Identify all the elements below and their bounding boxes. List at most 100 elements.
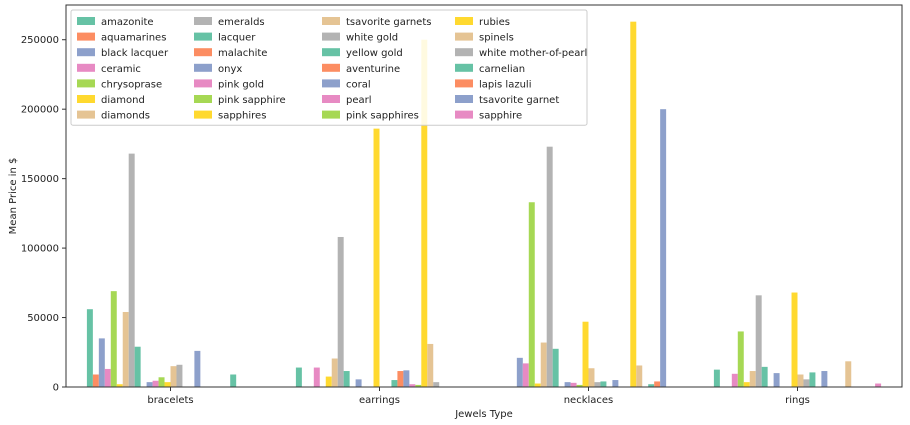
bar-rubies-necklaces xyxy=(630,21,637,387)
legend-label-white-gold: white gold xyxy=(346,33,398,44)
x-tick-label-earrings: earrings xyxy=(359,395,400,406)
bar-tsavorite-garnets-necklaces xyxy=(588,368,595,387)
legend-label-malachite: malachite xyxy=(218,48,267,59)
legend-swatch-black-lacquer xyxy=(77,48,95,57)
legend-swatch-pink-sapphire xyxy=(194,95,212,103)
legend-label-coral: coral xyxy=(346,79,371,90)
bar-chrysoprase-rings xyxy=(737,331,744,387)
bar-sapphires-rings xyxy=(791,292,798,387)
bar-coral-earrings xyxy=(403,370,410,387)
bar-white-mother-of-pearl-earrings xyxy=(433,382,440,387)
legend-label-tsavorite-garnets: tsavorite garnets xyxy=(346,17,431,28)
bar-spinels-rings xyxy=(845,361,852,387)
legend-label-onyx: onyx xyxy=(218,64,242,75)
y-tick-label: 200000 xyxy=(21,105,59,116)
bars-group xyxy=(86,21,882,388)
bar-aquamarines-bracelets xyxy=(92,374,99,387)
legend-label-sapphire: sapphire xyxy=(479,111,522,122)
x-axis-title: Jewels Type xyxy=(454,409,513,420)
y-tick-label: 150000 xyxy=(21,174,59,185)
x-tick-label-rings: rings xyxy=(785,395,810,406)
legend-swatch-chrysoprase xyxy=(77,79,95,88)
bar-emeralds-rings xyxy=(755,295,762,387)
bar-onyx-rings xyxy=(773,373,780,387)
bar-spinels-necklaces xyxy=(636,365,643,387)
legend-label-tsavorite-garnet: tsavorite garnet xyxy=(479,95,559,106)
bar-diamonds-earrings xyxy=(331,358,338,387)
legend-swatch-carnelian xyxy=(455,63,473,72)
legend-swatch-pink-gold xyxy=(194,79,212,88)
bar-aventurine-earrings xyxy=(397,371,404,387)
bar-diamond-bracelets xyxy=(116,384,123,387)
bar-onyx-earrings xyxy=(355,379,362,387)
legend-label-rubies: rubies xyxy=(479,17,510,28)
bar-ceramic-earrings xyxy=(313,367,320,387)
bar-lapis-lazuli-necklaces xyxy=(654,381,661,387)
y-axis: 0 50000 100000 150000 200000 250000 xyxy=(21,35,66,394)
bar-diamonds-rings xyxy=(749,371,756,387)
bar-tsavorite-garnets-rings xyxy=(797,374,804,387)
bar-rubies-earrings xyxy=(421,39,428,387)
legend-label-pearl: pearl xyxy=(346,95,372,106)
bar-lacquer-bracelets xyxy=(134,346,141,387)
bar-coral-rings xyxy=(821,371,828,387)
bar-ceramic-bracelets xyxy=(104,368,111,387)
bar-pink-sapphire-necklaces xyxy=(576,384,583,387)
y-tick-label: 50000 xyxy=(27,313,59,324)
legend-label-amazonite: amazonite xyxy=(101,17,154,28)
legend-swatch-white-mother-of-pearl xyxy=(455,48,473,57)
legend-swatch-spinels xyxy=(455,32,473,41)
bar-amazonite-earrings xyxy=(295,367,302,387)
legend-label-black-lacquer: black lacquer xyxy=(101,48,169,59)
bar-coral-necklaces xyxy=(612,380,619,387)
legend-label-yellow-gold: yellow gold xyxy=(346,48,403,59)
bar-lacquer-necklaces xyxy=(552,348,559,387)
legend-label-emeralds: emeralds xyxy=(218,17,265,28)
legend-swatch-tsavorite-garnet xyxy=(455,95,473,103)
legend-swatch-lacquer xyxy=(194,32,212,41)
bar-amazonite-rings xyxy=(713,369,720,387)
legend-swatch-malachite xyxy=(194,48,212,57)
legend-swatch-lapis-lazuli xyxy=(455,79,473,88)
legend-label-white-mother-of-pearl: white mother-of-pearl xyxy=(479,48,587,59)
bar-carnelian-necklaces xyxy=(648,384,655,387)
legend-swatch-sapphire xyxy=(455,110,473,119)
bar-chrysoprase-necklaces xyxy=(528,202,535,387)
bar-diamonds-bracelets xyxy=(122,311,129,387)
bar-pink-sapphires-earrings xyxy=(415,384,422,387)
legend-label-pink-sapphire: pink sapphire xyxy=(218,95,286,106)
bar-diamonds-necklaces xyxy=(540,342,547,387)
legend-swatch-rubies xyxy=(455,17,473,25)
legend-swatch-amazonite xyxy=(77,17,95,25)
legend-swatch-yellow-gold xyxy=(322,48,340,57)
legend-label-pink-sapphires: pink sapphires xyxy=(346,111,419,122)
bar-ceramic-rings xyxy=(731,373,738,387)
bar-carnelian-bracelets xyxy=(230,374,237,387)
legend-swatch-tsavorite-garnets xyxy=(322,17,340,25)
legend-swatch-onyx xyxy=(194,63,212,72)
legend-swatch-aventurine xyxy=(322,63,340,72)
bar-diamond-earrings xyxy=(325,376,332,387)
bar-yellow-gold-necklaces xyxy=(600,381,607,387)
bar-tsavorite-garnets-bracelets xyxy=(170,366,177,387)
x-tick-label-bracelets: bracelets xyxy=(147,395,193,406)
bar-white-gold-necklaces xyxy=(594,382,601,387)
bar-emeralds-bracelets xyxy=(128,153,135,387)
legend-label-spinels: spinels xyxy=(479,33,514,44)
bar-white-gold-bracelets xyxy=(176,364,183,387)
legend-swatch-pearl xyxy=(322,95,340,103)
bar-sapphires-necklaces xyxy=(582,321,589,387)
legend-label-aventurine: aventurine xyxy=(346,64,400,75)
bar-black-lacquer-necklaces xyxy=(516,357,523,387)
bar-lacquer-earrings xyxy=(343,371,350,387)
legend-swatch-white-gold xyxy=(322,32,340,41)
legend-swatch-aquamarines xyxy=(77,32,95,41)
bar-lacquer-rings xyxy=(761,366,768,387)
bar-chrysoprase-bracelets xyxy=(110,291,117,387)
legend-label-ceramic: ceramic xyxy=(101,64,141,75)
bar-sapphire-rings xyxy=(875,383,882,387)
bar-diamond-necklaces xyxy=(534,383,541,387)
bar-yellow-gold-rings xyxy=(809,372,816,387)
bar-sapphires-earrings xyxy=(373,128,380,387)
